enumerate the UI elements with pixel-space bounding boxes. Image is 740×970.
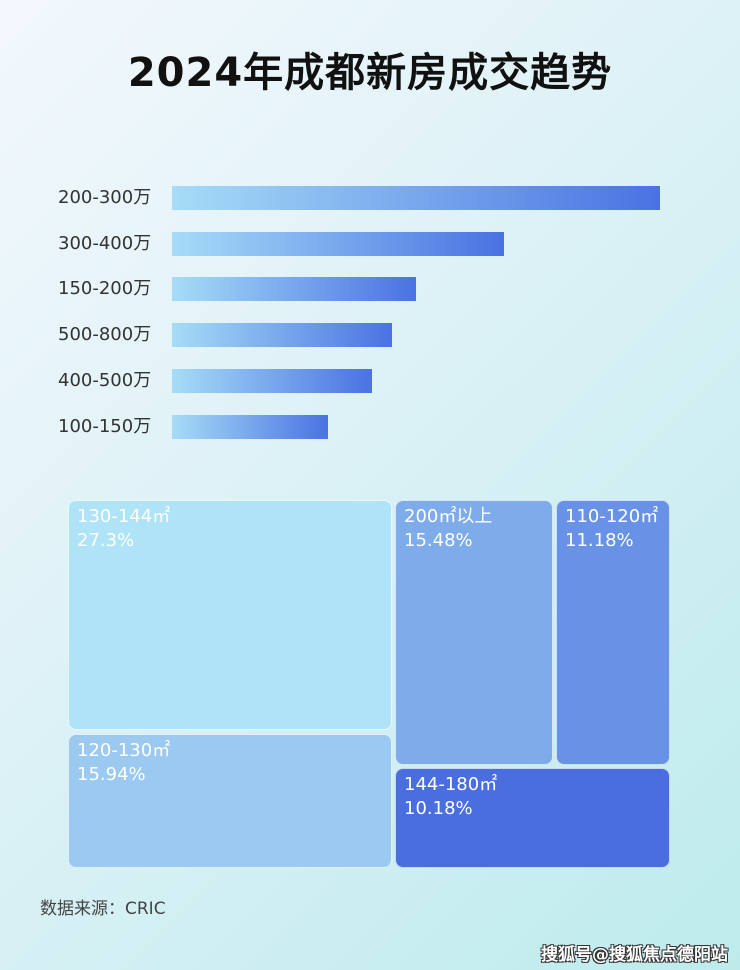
bar-chart: 200-300万 300-400万 150-200万 500-800万 400-500万… xyxy=(0,0,740,470)
bar-label: 400-500万 xyxy=(58,369,152,391)
data-source: 数据来源：CRIC xyxy=(40,899,166,919)
cell-label: 130-144㎡ xyxy=(77,506,171,527)
bar xyxy=(172,323,392,348)
bar xyxy=(172,277,416,302)
treemap-cell: 144-180㎡ 10.18% xyxy=(395,768,670,868)
bar-label: 500-800万 xyxy=(58,324,152,346)
watermark: 搜狐号@搜狐焦点德阳站 xyxy=(541,945,728,965)
cell-value: 27.3% xyxy=(77,530,135,551)
cell-label: 110-120㎡ xyxy=(565,506,659,527)
cell-label: 144-180㎡ xyxy=(404,774,498,795)
treemap-cell: 200㎡以上 15.48% xyxy=(395,500,553,765)
bar xyxy=(172,231,504,256)
treemap-cell: 120-130㎡ 15.94% xyxy=(68,734,392,868)
bar-label: 150-200万 xyxy=(58,278,152,300)
treemap-cell: 130-144㎡ 27.3% xyxy=(68,500,392,730)
cell-label: 200㎡以上 xyxy=(404,506,493,527)
cell-label: 120-130㎡ xyxy=(77,740,171,761)
bar-label: 300-400万 xyxy=(58,232,152,254)
cell-value: 11.18% xyxy=(565,530,634,551)
cell-value: 15.94% xyxy=(77,764,146,785)
bar xyxy=(172,414,329,439)
chart-title: 2024年成都新房成交趋势 xyxy=(127,50,613,96)
treemap-cell: 110-120㎡ 11.18% xyxy=(556,500,670,765)
cell-value: 15.48% xyxy=(404,530,473,551)
bar xyxy=(172,368,373,393)
bar xyxy=(172,186,660,210)
bar-label: 100-150万 xyxy=(58,415,152,437)
bar-label: 200-300万 xyxy=(58,187,152,208)
cell-value: 10.18% xyxy=(404,798,473,819)
